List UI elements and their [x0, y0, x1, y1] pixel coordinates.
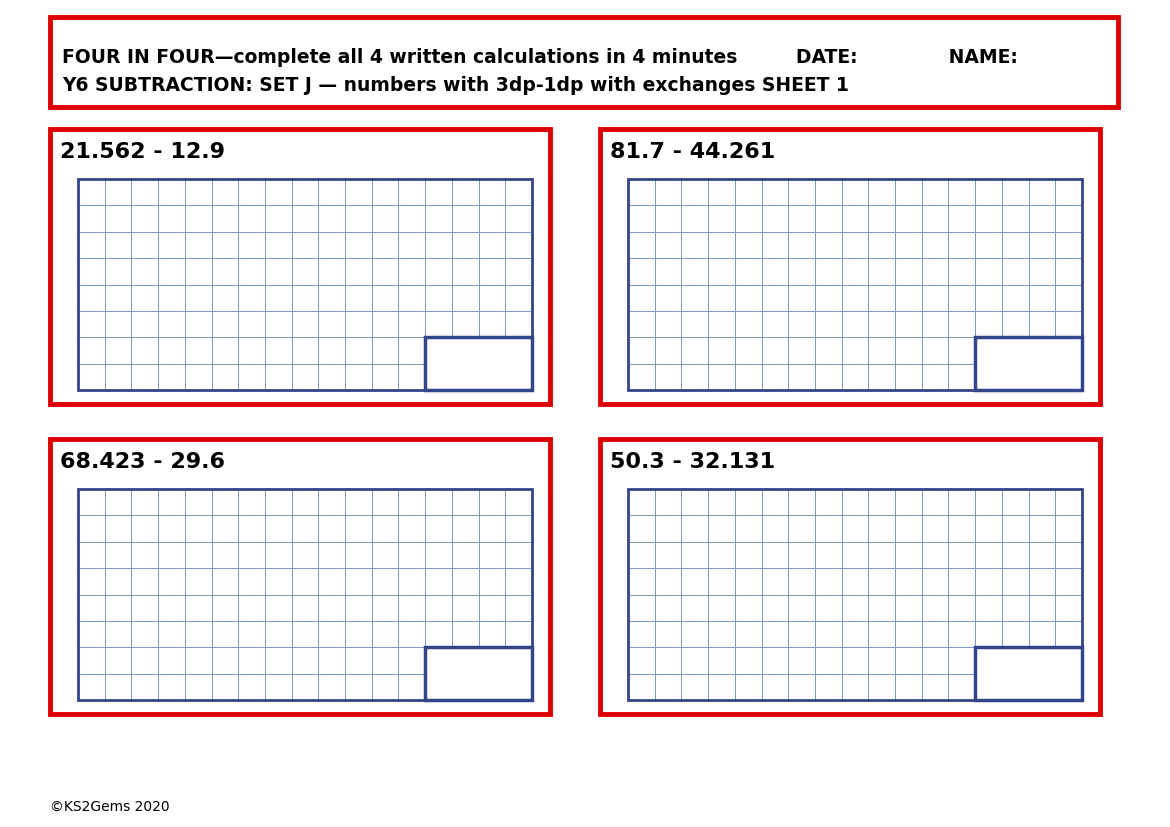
- Bar: [50, 439, 550, 715]
- Bar: [425, 338, 532, 390]
- Text: 21.562 - 12.9: 21.562 - 12.9: [60, 141, 225, 162]
- Text: 50.3 - 32.131: 50.3 - 32.131: [610, 452, 775, 471]
- Bar: [975, 648, 1082, 700]
- Bar: [78, 490, 532, 700]
- Bar: [425, 648, 532, 700]
- Bar: [975, 338, 1082, 390]
- Bar: [628, 490, 1082, 700]
- Bar: [628, 179, 1082, 390]
- Text: ©KS2Gems 2020: ©KS2Gems 2020: [50, 799, 170, 813]
- Bar: [425, 338, 532, 390]
- Bar: [78, 179, 532, 390]
- Bar: [628, 490, 1082, 700]
- Bar: [50, 130, 550, 404]
- Text: Y6 SUBTRACTION: SET J — numbers with 3dp-1dp with exchanges SHEET 1: Y6 SUBTRACTION: SET J — numbers with 3dp…: [62, 76, 849, 95]
- Bar: [600, 130, 1100, 404]
- Bar: [78, 179, 532, 390]
- Bar: [975, 648, 1082, 700]
- Bar: [78, 490, 532, 700]
- Text: 81.7 - 44.261: 81.7 - 44.261: [610, 141, 776, 162]
- Bar: [975, 338, 1082, 390]
- Bar: [50, 18, 1119, 108]
- Bar: [628, 179, 1082, 390]
- Bar: [600, 439, 1100, 715]
- Bar: [425, 648, 532, 700]
- Text: FOUR IN FOUR—complete all 4 written calculations in 4 minutes         DATE:     : FOUR IN FOUR—complete all 4 written calc…: [62, 48, 1018, 67]
- Text: 68.423 - 29.6: 68.423 - 29.6: [60, 452, 225, 471]
